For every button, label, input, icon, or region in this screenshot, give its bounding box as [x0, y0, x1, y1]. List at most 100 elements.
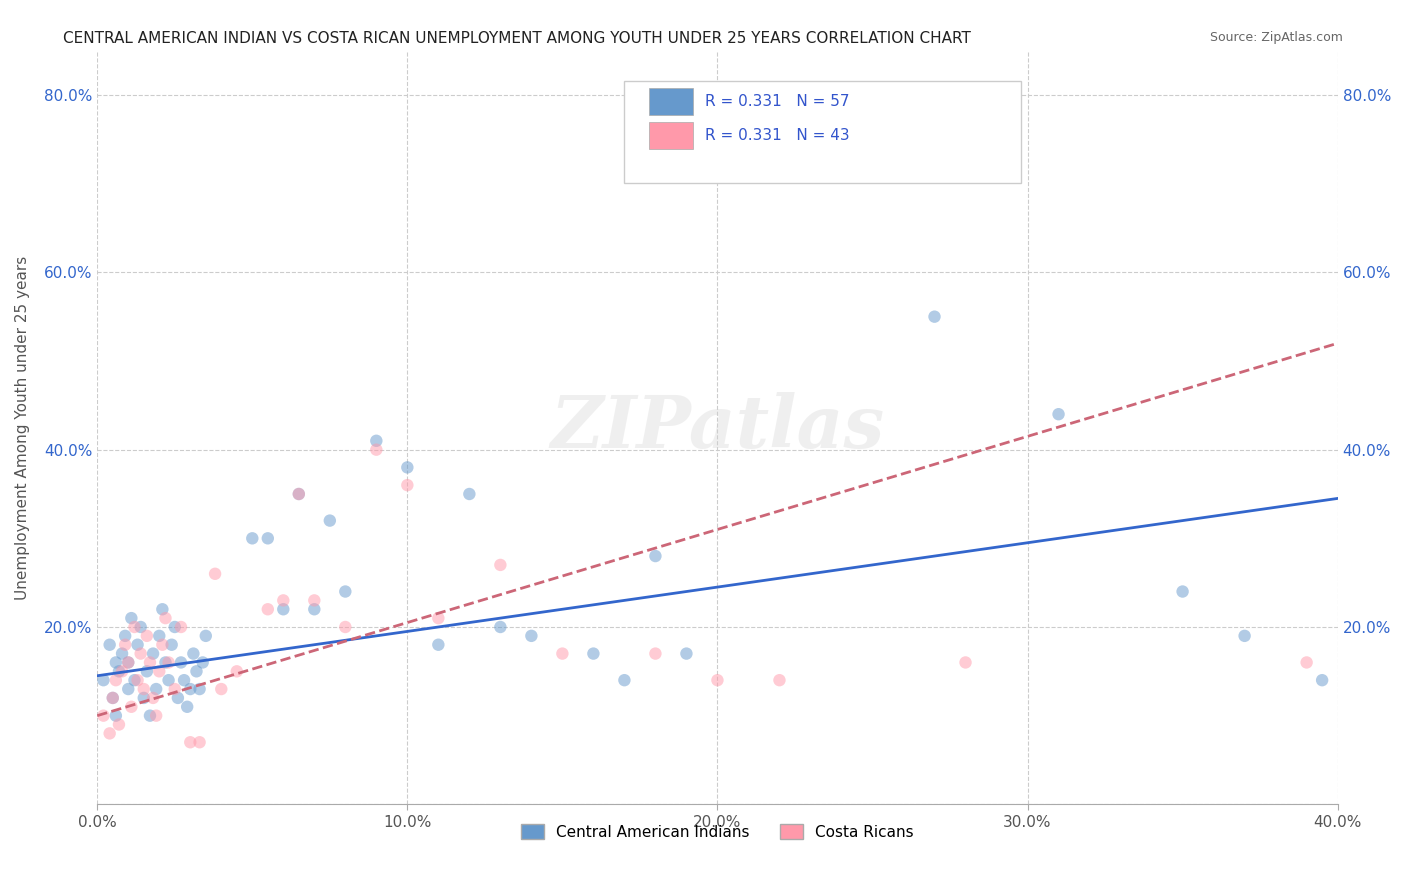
Central American Indians [458, 487, 481, 501]
Central American Indians [114, 629, 136, 643]
Costa Ricans [188, 735, 211, 749]
Central American Indians [150, 602, 173, 616]
Central American Indians [240, 532, 263, 546]
Central American Indians [170, 656, 193, 670]
Costa Ricans [114, 638, 136, 652]
Central American Indians [120, 611, 142, 625]
Central American Indians [167, 690, 190, 705]
Central American Indians [1310, 673, 1333, 688]
Central American Indians [145, 681, 167, 696]
Central American Indians [1047, 407, 1070, 421]
Costa Ricans [127, 673, 149, 688]
Central American Indians [188, 681, 211, 696]
Costa Ricans [101, 690, 124, 705]
Central American Indians [163, 620, 186, 634]
Costa Ricans [163, 681, 186, 696]
Central American Indians [104, 708, 127, 723]
Text: R = 0.331   N = 43: R = 0.331 N = 43 [704, 128, 849, 143]
Text: CENTRAL AMERICAN INDIAN VS COSTA RICAN UNEMPLOYMENT AMONG YOUTH UNDER 25 YEARS C: CENTRAL AMERICAN INDIAN VS COSTA RICAN U… [63, 31, 972, 46]
Central American Indians [194, 629, 217, 643]
Costa Ricans [135, 629, 157, 643]
Costa Ricans [120, 699, 142, 714]
Central American Indians [582, 647, 605, 661]
Central American Indians [644, 549, 666, 563]
Costa Ricans [148, 665, 170, 679]
Costa Ricans [155, 611, 177, 625]
Central American Indians [117, 681, 139, 696]
Central American Indians [271, 602, 294, 616]
Text: R = 0.331   N = 57: R = 0.331 N = 57 [704, 94, 849, 109]
Costa Ricans [225, 665, 247, 679]
Costa Ricans [179, 735, 201, 749]
Central American Indians [186, 665, 208, 679]
Costa Ricans [271, 593, 294, 607]
Central American Indians [129, 620, 152, 634]
Central American Indians [256, 532, 278, 546]
Central American Indians [142, 647, 165, 661]
Central American Indians [191, 656, 214, 670]
Central American Indians [111, 647, 134, 661]
Costa Ricans [104, 673, 127, 688]
Central American Indians [135, 665, 157, 679]
Central American Indians [613, 673, 636, 688]
Costa Ricans [335, 620, 357, 634]
Central American Indians [396, 460, 419, 475]
Central American Indians [98, 638, 121, 652]
Costa Ricans [170, 620, 193, 634]
Costa Ricans [706, 673, 728, 688]
Central American Indians [127, 638, 149, 652]
Central American Indians [179, 681, 201, 696]
Central American Indians [924, 310, 946, 324]
Central American Indians [1233, 629, 1256, 643]
Y-axis label: Unemployment Among Youth under 25 years: Unemployment Among Youth under 25 years [15, 255, 30, 599]
FancyBboxPatch shape [650, 88, 693, 115]
Costa Ricans [150, 638, 173, 652]
Central American Indians [520, 629, 543, 643]
Central American Indians [675, 647, 697, 661]
Costa Ricans [139, 656, 162, 670]
Legend: Central American Indians, Costa Ricans: Central American Indians, Costa Ricans [515, 817, 920, 846]
Central American Indians [1171, 584, 1194, 599]
Costa Ricans [209, 681, 232, 696]
Costa Ricans [204, 566, 226, 581]
Costa Ricans [124, 620, 146, 634]
FancyBboxPatch shape [650, 122, 693, 149]
Costa Ricans [142, 690, 165, 705]
Costa Ricans [145, 708, 167, 723]
Text: ZIPatlas: ZIPatlas [550, 392, 884, 463]
Costa Ricans [955, 656, 977, 670]
Central American Indians [304, 602, 326, 616]
Central American Indians [288, 487, 311, 501]
Central American Indians [132, 690, 155, 705]
Costa Ricans [93, 708, 115, 723]
Costa Ricans [108, 717, 131, 731]
Central American Indians [108, 665, 131, 679]
Costa Ricans [157, 656, 180, 670]
Costa Ricans [768, 673, 790, 688]
Central American Indians [139, 708, 162, 723]
Costa Ricans [111, 665, 134, 679]
Central American Indians [173, 673, 195, 688]
Central American Indians [148, 629, 170, 643]
Central American Indians [160, 638, 183, 652]
Costa Ricans [288, 487, 311, 501]
Central American Indians [93, 673, 115, 688]
Central American Indians [489, 620, 512, 634]
Central American Indians [104, 656, 127, 670]
Central American Indians [157, 673, 180, 688]
Costa Ricans [129, 647, 152, 661]
Costa Ricans [551, 647, 574, 661]
Central American Indians [155, 656, 177, 670]
Text: Source: ZipAtlas.com: Source: ZipAtlas.com [1209, 31, 1343, 45]
Central American Indians [101, 690, 124, 705]
Costa Ricans [427, 611, 450, 625]
Central American Indians [366, 434, 388, 448]
Costa Ricans [644, 647, 666, 661]
Central American Indians [176, 699, 198, 714]
Costa Ricans [132, 681, 155, 696]
Central American Indians [335, 584, 357, 599]
Costa Ricans [396, 478, 419, 492]
Costa Ricans [98, 726, 121, 740]
Costa Ricans [366, 442, 388, 457]
Costa Ricans [256, 602, 278, 616]
